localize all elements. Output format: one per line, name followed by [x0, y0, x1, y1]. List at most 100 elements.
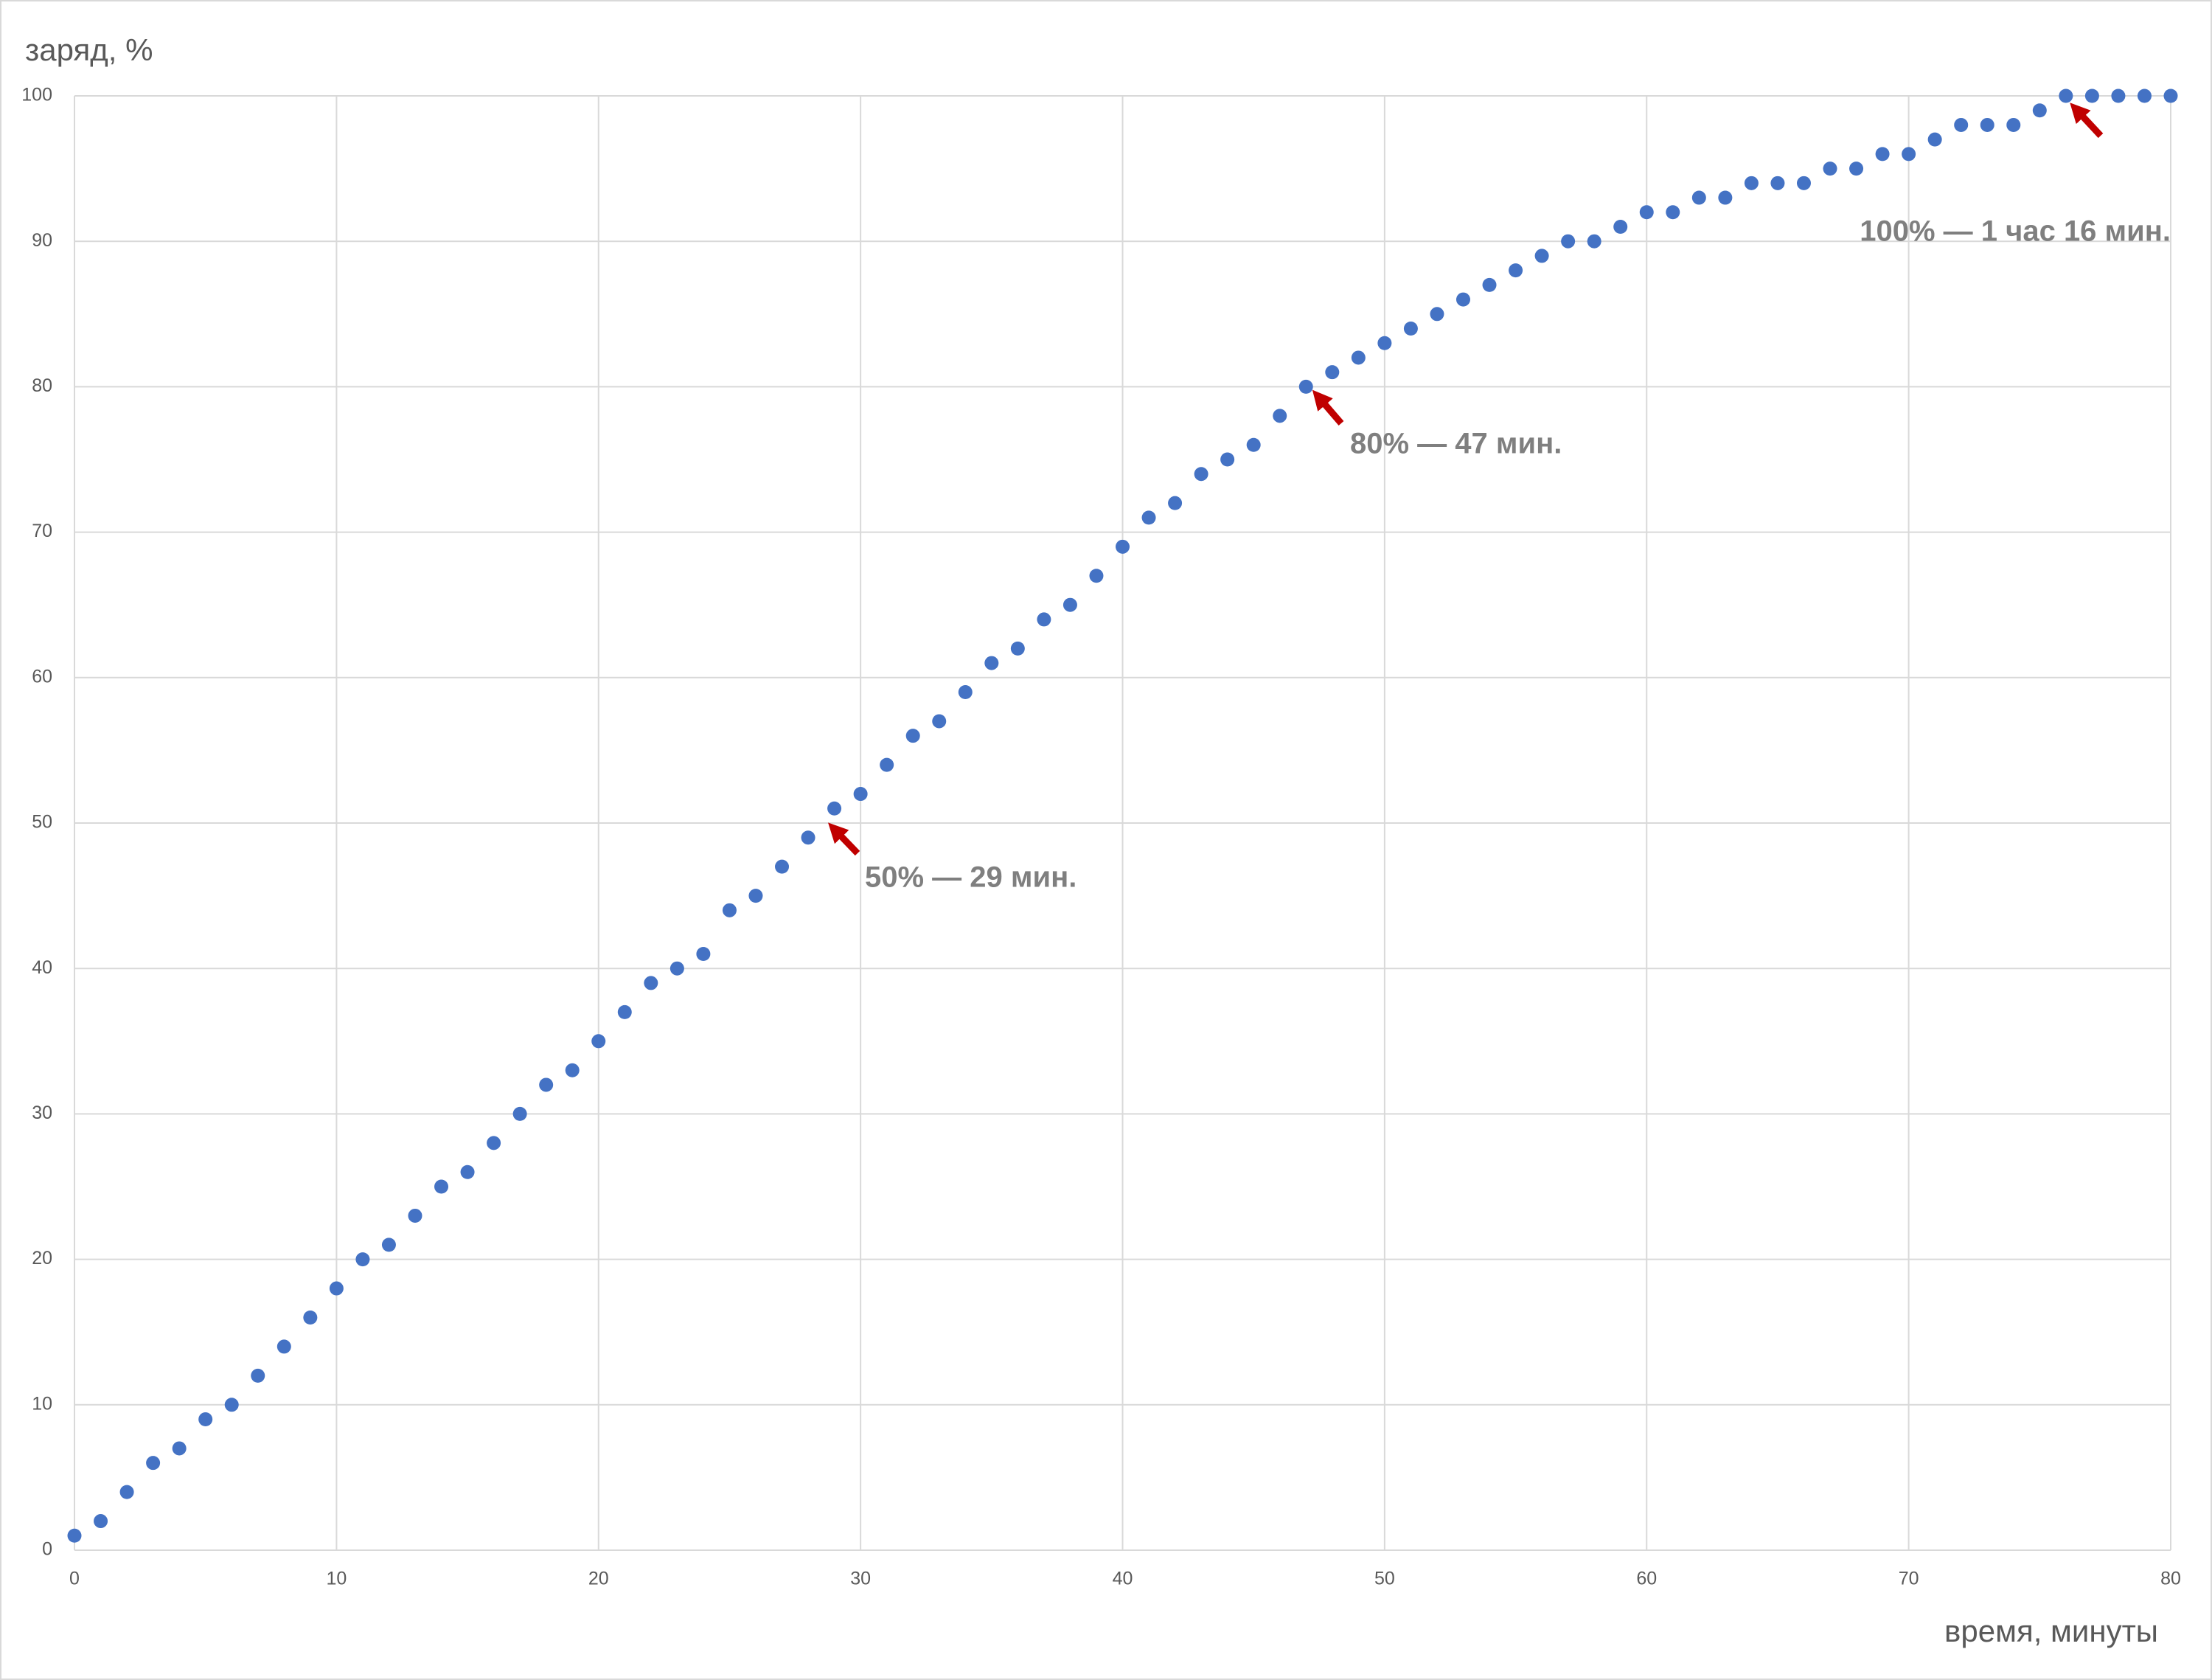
point — [617, 1004, 632, 1019]
point — [2137, 88, 2152, 103]
x-tick-label: 20 — [588, 1569, 609, 1589]
point — [1194, 467, 1208, 482]
point — [2111, 88, 2126, 103]
point — [1220, 452, 1235, 467]
point — [1954, 117, 1969, 132]
annotation-arrow — [1312, 389, 1344, 426]
point — [1639, 205, 1654, 220]
point — [303, 1310, 318, 1325]
point — [67, 1528, 82, 1543]
point — [1089, 569, 1104, 583]
point — [1403, 322, 1418, 336]
x-tick-label: 60 — [1636, 1569, 1657, 1589]
x-tick-label: 80 — [2160, 1569, 2181, 1589]
point — [565, 1063, 580, 1077]
point — [251, 1368, 265, 1383]
point — [1482, 277, 1497, 292]
point — [1273, 409, 1287, 423]
point — [748, 889, 763, 903]
point — [1561, 234, 1576, 249]
point — [591, 1034, 606, 1049]
point — [1062, 597, 1077, 612]
point — [94, 1514, 108, 1529]
point — [224, 1398, 239, 1412]
annotation: 100% — 1 час 16 мин. — [1860, 215, 2171, 248]
point — [434, 1179, 449, 1194]
point — [355, 1252, 370, 1267]
y-tick-label: 10 — [32, 1393, 52, 1414]
point — [1455, 292, 1470, 307]
point — [1823, 162, 1837, 176]
point — [1298, 379, 1313, 394]
point — [1351, 350, 1366, 365]
point — [1377, 336, 1392, 350]
x-tick-label: 10 — [326, 1569, 347, 1589]
point — [1587, 234, 1601, 249]
y-tick-label: 80 — [32, 375, 52, 396]
point — [460, 1164, 475, 1179]
y-axis-title: заряд, % — [25, 32, 153, 67]
point — [1980, 117, 1994, 132]
point — [408, 1208, 422, 1223]
point — [2084, 88, 2099, 103]
point — [1509, 263, 1523, 278]
point — [696, 946, 711, 961]
point — [1325, 365, 1340, 380]
point — [669, 961, 684, 976]
point — [512, 1106, 527, 1121]
x-tick-label: 30 — [850, 1569, 871, 1589]
point — [958, 685, 973, 700]
point — [880, 757, 894, 772]
point — [1770, 176, 1785, 190]
y-tick-label: 0 — [42, 1539, 52, 1560]
point — [801, 830, 815, 845]
point — [1168, 496, 1183, 510]
point — [1849, 162, 1864, 176]
point — [775, 859, 790, 874]
y-tick-label: 100 — [21, 85, 52, 105]
point — [119, 1485, 134, 1499]
annotation: 80% — 47 мин. — [1350, 428, 1562, 460]
point — [1875, 147, 1890, 162]
point — [2006, 117, 2021, 132]
point — [932, 714, 947, 729]
point — [984, 656, 999, 670]
point — [827, 801, 842, 816]
point — [1246, 437, 1261, 452]
point — [539, 1077, 554, 1092]
point — [329, 1281, 344, 1296]
annotation-arrow — [828, 822, 860, 856]
y-tick-label: 50 — [32, 812, 52, 833]
point — [198, 1412, 213, 1427]
point — [276, 1339, 291, 1354]
point — [1141, 510, 1156, 525]
point — [1613, 219, 1628, 234]
y-tick-label: 20 — [32, 1248, 52, 1268]
x-tick-label: 50 — [1374, 1569, 1395, 1589]
point — [172, 1441, 187, 1456]
point — [381, 1238, 396, 1252]
point — [2059, 88, 2073, 103]
point — [1902, 147, 1916, 162]
point — [644, 976, 658, 990]
point — [1691, 190, 1706, 205]
y-tick-label: 30 — [32, 1103, 52, 1123]
point — [1744, 176, 1759, 190]
point — [1796, 176, 1811, 190]
point — [853, 787, 868, 802]
point — [1010, 641, 1025, 656]
annotation-arrow — [2070, 103, 2104, 139]
annotation: 50% — 29 мин. — [865, 861, 1077, 894]
y-tick-label: 60 — [32, 666, 52, 687]
point — [1534, 249, 1549, 263]
point — [2163, 88, 2178, 103]
point — [1116, 539, 1130, 554]
point — [905, 729, 920, 743]
x-tick-label: 40 — [1113, 1569, 1133, 1589]
y-tick-label: 40 — [32, 957, 52, 978]
point — [1927, 132, 1942, 147]
point — [1430, 307, 1444, 322]
